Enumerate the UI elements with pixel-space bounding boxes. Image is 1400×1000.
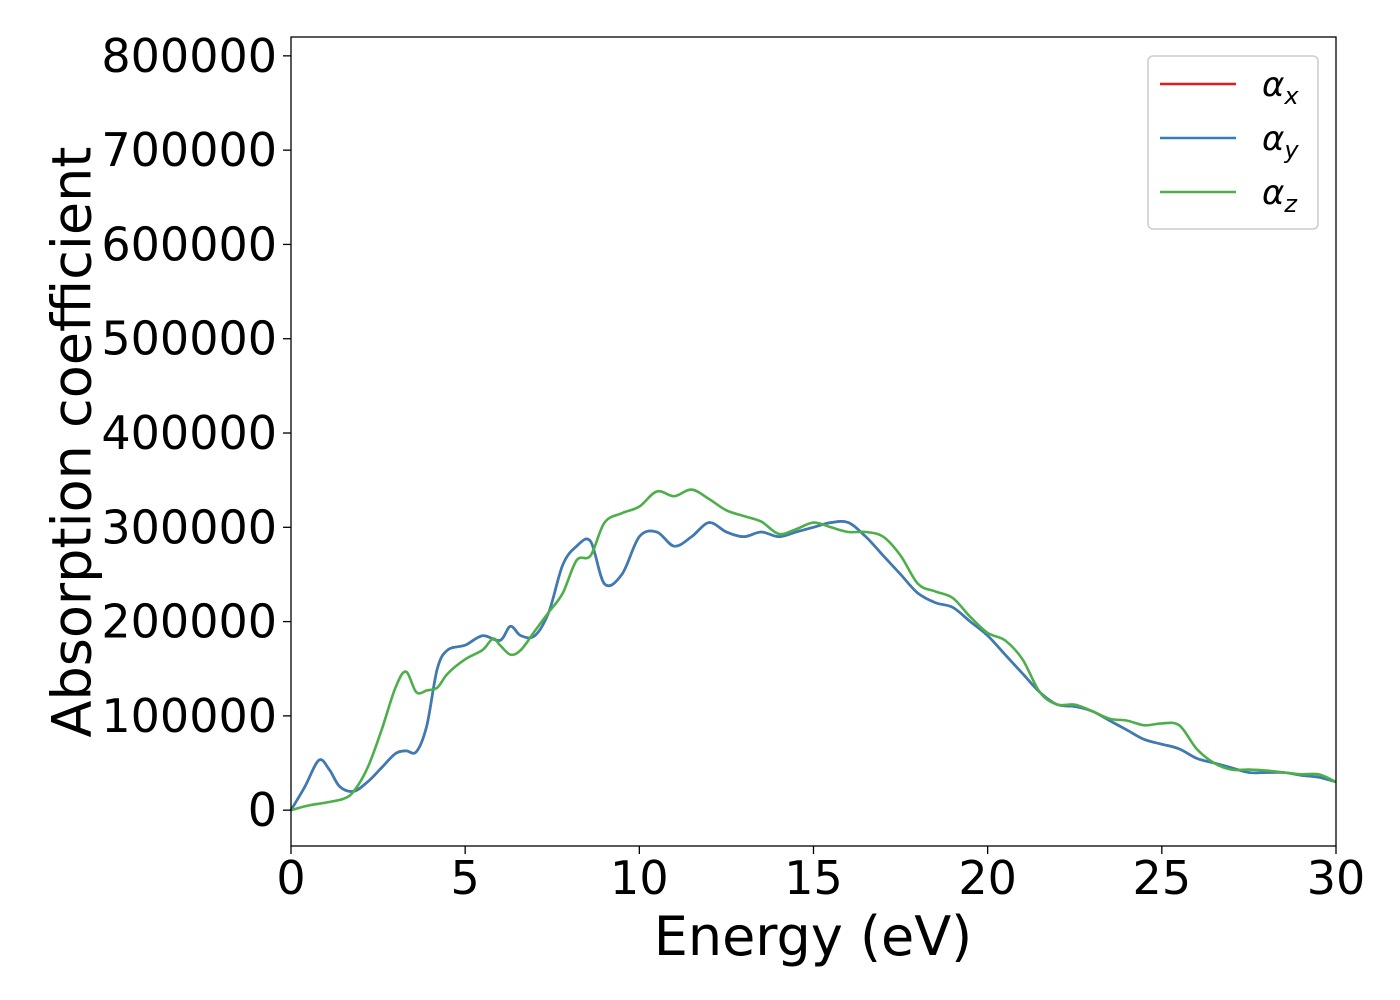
series-line-x [289, 520, 1337, 811]
y-tick-label: 600000 [101, 217, 277, 271]
x-tick-label: 30 [1307, 851, 1366, 905]
y-tick-label: 500000 [101, 312, 277, 366]
x-tick-label: 0 [276, 851, 305, 905]
y-tick-label: 700000 [101, 123, 277, 177]
series-layer [289, 488, 1337, 812]
y-tick-label: 400000 [101, 406, 277, 460]
legend-label-z: αz [1262, 173, 1298, 218]
y-axis: 0 100000 200000 300000 400000 500000 600000 700… [101, 29, 291, 837]
x-tick-label: 25 [1133, 851, 1192, 905]
x-tick-label: 10 [610, 851, 669, 905]
legend-box [1147, 55, 1319, 230]
y-axis-title: Absorption coefficient [41, 147, 104, 738]
x-axis-title: Energy (eV) [654, 905, 973, 968]
x-tick-label: 20 [958, 851, 1017, 905]
x-tick-label: 5 [451, 851, 480, 905]
series-line-z [290, 488, 1337, 812]
y-tick-label: 800000 [101, 29, 277, 83]
y-tick-label: 0 [248, 783, 277, 837]
y-tick-label: 100000 [101, 689, 277, 743]
x-axis: 0 5 10 15 20 25 30 [276, 846, 1365, 905]
series-line-y [289, 520, 1337, 811]
x-tick-label: 15 [784, 851, 843, 905]
y-tick-label: 200000 [101, 595, 277, 649]
y-tick-label: 300000 [101, 500, 277, 554]
